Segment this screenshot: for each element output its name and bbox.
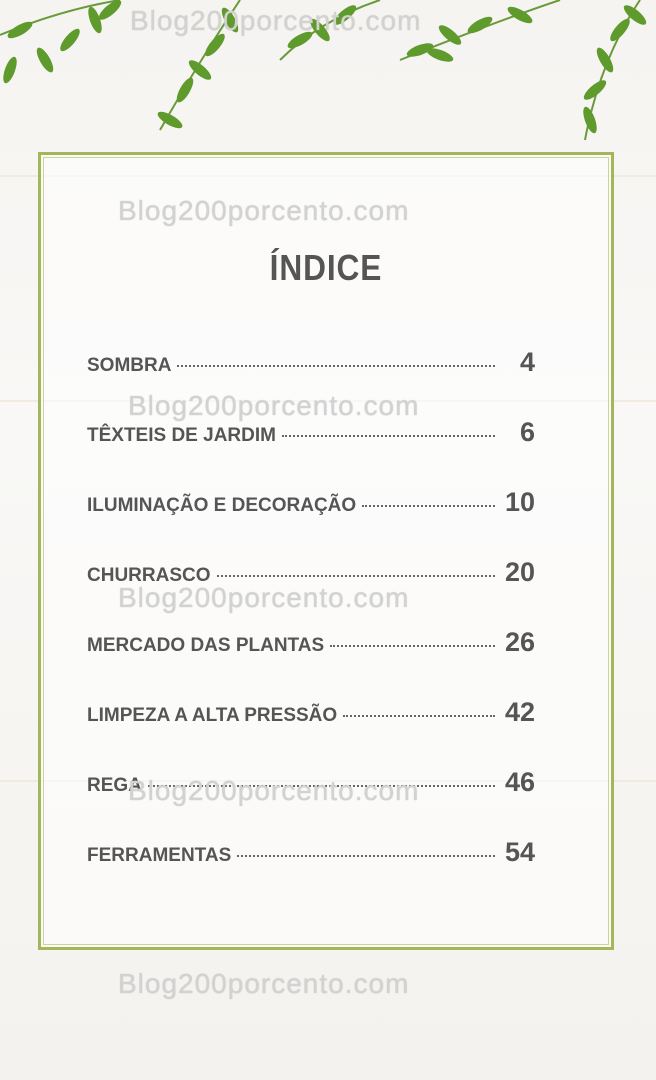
dot-leader [330, 645, 495, 647]
entry-page-number: 6 [519, 417, 535, 447]
entry-label: CHURRASCO [87, 565, 211, 586]
leaf [426, 48, 454, 62]
index-frame: ÍNDICE SOMBRA 4 TÊXTEIS DE JARDIM 6 ILUMINAÇ… [38, 152, 614, 950]
leaf [583, 80, 607, 100]
leaf [88, 6, 102, 34]
leaf [406, 43, 434, 57]
entry-page-number: 10 [504, 487, 535, 517]
leaf [98, 0, 122, 20]
leaf [7, 21, 33, 39]
leaf [583, 106, 597, 134]
dot-leader [147, 785, 495, 787]
dot-leader [216, 575, 495, 577]
leaf [176, 77, 194, 103]
entry-label: FERRAMENTAS [87, 845, 232, 866]
dot-leader [281, 435, 495, 437]
index-entry: LIMPEZA A ALTA PRESSÃO 42 [87, 697, 535, 728]
dot-leader [362, 505, 495, 507]
leaf [310, 18, 330, 42]
leaf [596, 47, 614, 73]
entry-page-number: 46 [504, 767, 535, 797]
dot-leader [343, 715, 495, 717]
entry-page-number: 54 [504, 837, 535, 867]
index-entry: MERCADO DAS PLANTAS 26 [87, 627, 535, 658]
leaf [467, 16, 493, 34]
leaf [60, 28, 80, 52]
leaf [3, 56, 17, 84]
leaf [205, 33, 225, 57]
entry-page-number: 4 [519, 347, 535, 377]
page-title: ÍNDICE [269, 247, 383, 288]
leaf [438, 25, 462, 45]
index-entry: CHURRASCO 20 [87, 557, 535, 588]
index-entry: TÊXTEIS DE JARDIM 6 [87, 417, 535, 448]
leaf [333, 5, 357, 25]
leaf [507, 6, 533, 24]
index-entry: SOMBRA 4 [87, 347, 535, 378]
leaf [157, 111, 183, 129]
entry-label: MERCADO DAS PLANTAS [87, 635, 325, 656]
leaves-decoration [0, 0, 647, 141]
dot-leader [177, 365, 495, 367]
entry-page-number: 42 [504, 697, 535, 727]
index-entry: FERRAMENTAS 54 [87, 837, 535, 868]
entry-page-number: 26 [504, 627, 535, 657]
leaf [610, 18, 630, 42]
entry-label: ILUMINAÇÃO E DECORAÇÃO [87, 495, 357, 516]
leaf [623, 5, 647, 25]
leaf [287, 31, 313, 49]
entry-label: REGA [87, 775, 142, 796]
index-entry: REGA 46 [87, 767, 535, 798]
entry-label: SOMBRA [87, 355, 172, 376]
leaf [221, 7, 239, 33]
entry-page-number: 20 [504, 557, 535, 587]
watermark: Blog200porcento.com [118, 968, 410, 999]
entry-label: LIMPEZA A ALTA PRESSÃO [87, 705, 338, 726]
dot-leader [237, 855, 495, 857]
leaf [188, 60, 212, 80]
leaf [36, 47, 54, 73]
index-entry: ILUMINAÇÃO E DECORAÇÃO 10 [87, 487, 535, 518]
entry-label: TÊXTEIS DE JARDIM [87, 425, 276, 446]
